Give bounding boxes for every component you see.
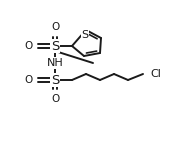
Text: S: S: [51, 39, 59, 53]
Text: S: S: [82, 30, 89, 40]
Text: S: S: [51, 73, 59, 87]
Text: NH: NH: [47, 58, 63, 68]
Text: Cl: Cl: [150, 69, 161, 79]
Text: O: O: [24, 41, 32, 51]
Text: O: O: [51, 94, 59, 104]
Text: O: O: [24, 75, 32, 85]
Text: O: O: [51, 22, 59, 32]
